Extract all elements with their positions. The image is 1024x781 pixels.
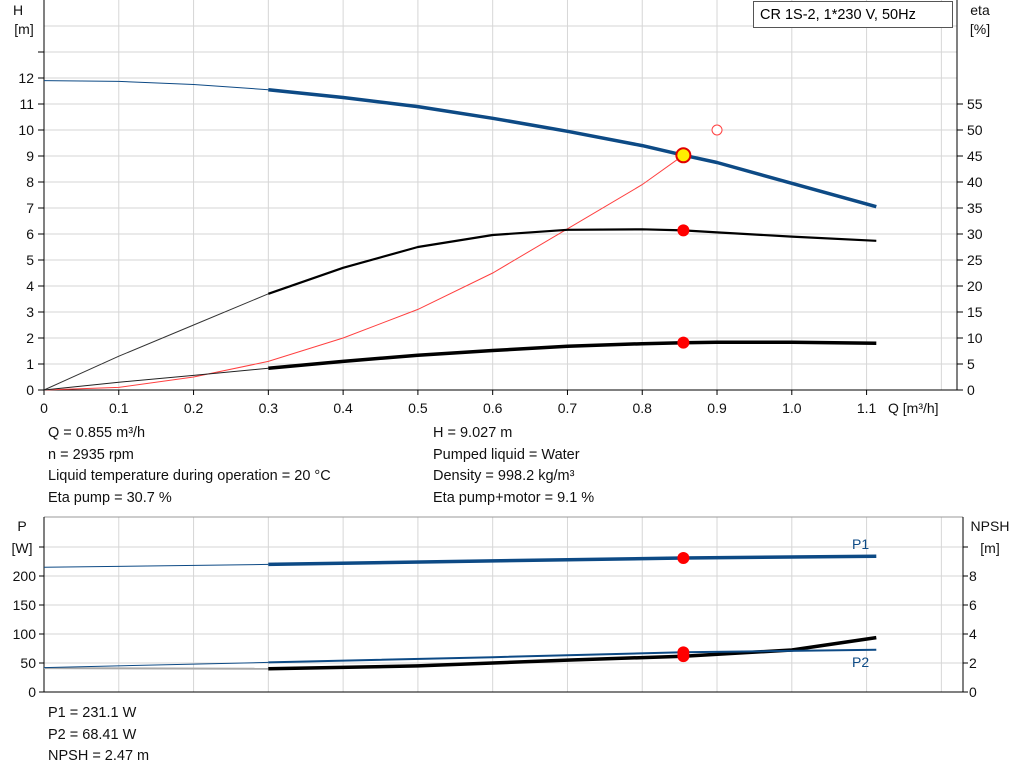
y-tick-label: 0 <box>26 382 34 398</box>
eta-pump-duty-marker <box>677 224 690 237</box>
p1-series-label: P1 <box>852 536 869 552</box>
info-npsh: NPSH = 2.47 m <box>48 748 150 764</box>
info-top-right: H = 9.027 m Pumped liquid = Water Densit… <box>433 423 594 509</box>
y2-axis-label: NPSH <box>971 518 1010 534</box>
y-tick-label: 8 <box>26 174 34 190</box>
y-tick-label: 6 <box>26 226 34 242</box>
y-axis-label: P <box>17 518 26 534</box>
y-tick-label: 0 <box>28 684 36 700</box>
x-axis-label: Q [m³/h] <box>888 400 939 416</box>
info-eta-pump-motor: Eta pump+motor = 9.1 % <box>433 489 595 506</box>
p1-curve-line <box>268 554 877 567</box>
system-curve <box>43 154 684 391</box>
y2-tick-label: 0 <box>969 684 977 700</box>
y-tick-label: 5 <box>26 252 34 268</box>
y2-tick-label: 4 <box>969 626 977 642</box>
y2-tick-label: 2 <box>969 655 977 671</box>
y2-tick-label: 25 <box>967 252 983 268</box>
eta-pump-motor-duty-marker <box>677 336 690 349</box>
y-tick-label: 100 <box>13 626 37 642</box>
y-axis-unit: [W] <box>12 540 33 556</box>
info-temp: Liquid temperature during operation = 20… <box>48 468 331 484</box>
x-tick-label: 0.3 <box>259 400 279 416</box>
x-tick-label: 0.5 <box>408 400 428 416</box>
chart-title: CR 1S-2, 1*230 V, 50Hz <box>753 1 953 28</box>
x-tick-label: 0.7 <box>558 400 578 416</box>
p2-curve-thin <box>43 661 269 669</box>
head-curve-thin <box>43 80 269 91</box>
y2-axis-label: eta <box>970 2 990 18</box>
y2-tick-label: 35 <box>967 200 983 216</box>
x-tick-label: 0.4 <box>333 400 353 416</box>
eta-pump-motor-curve-thin <box>43 367 269 391</box>
y2-axis-unit: [m] <box>980 540 999 556</box>
info-p2: P2 = 68.41 W <box>48 726 137 743</box>
info-liquid: Pumped liquid = Water <box>433 446 580 463</box>
p1-duty-marker <box>677 551 690 564</box>
y2-tick-label: 0 <box>967 382 975 398</box>
x-tick-label: 0.1 <box>109 400 129 416</box>
info-density: Density = 998.2 kg/m³ <box>433 468 575 484</box>
info-q: Q = 0.855 m³/h <box>48 425 146 441</box>
info-top-left: Q = 0.855 m³/h n = 2935 rpm Liquid tempe… <box>48 423 331 509</box>
y2-tick-label: 20 <box>967 278 983 294</box>
y2-tick-label: 50 <box>967 122 983 138</box>
y-tick-label: 12 <box>18 70 34 86</box>
x-tick-label: 0.2 <box>184 400 204 416</box>
y2-tick-label: 10 <box>967 330 983 346</box>
info-eta-pump: Eta pump = 30.7 % <box>48 489 172 506</box>
eta-pump-motor-curve-line <box>268 340 877 370</box>
p1-curve-thin <box>43 563 269 568</box>
y2-tick-label: 55 <box>967 96 983 112</box>
y-tick-label: 200 <box>13 568 37 584</box>
x-tick-label: 0.8 <box>633 400 653 416</box>
x-tick-label: 0 <box>40 400 48 416</box>
y2-tick-label: 40 <box>967 174 983 190</box>
x-tick-label: 0.9 <box>707 400 727 416</box>
head-curve-line <box>268 87 877 209</box>
info-h: H = 9.027 m <box>433 425 513 441</box>
requested-point-marker <box>711 124 723 136</box>
y-tick-label: 150 <box>13 597 37 613</box>
info-p1: P1 = 231.1 W <box>48 705 137 721</box>
info-n: n = 2935 rpm <box>48 446 134 463</box>
npsh-curve-line <box>268 635 877 671</box>
y-tick-label: 10 <box>18 122 34 138</box>
y-axis-unit: [m] <box>14 21 33 37</box>
npsh-duty-marker <box>677 650 690 663</box>
y-tick-label: 2 <box>26 330 34 346</box>
y2-tick-label: 5 <box>967 356 975 372</box>
eta-pump-curve-thin <box>43 293 269 391</box>
y-tick-label: 4 <box>26 278 34 294</box>
npsh-curve-thin <box>43 667 269 670</box>
x-tick-label: 0.6 <box>483 400 503 416</box>
duty-point-marker <box>675 147 692 164</box>
eta-pump-curve-line <box>267 228 877 295</box>
y2-tick-label: 8 <box>969 568 977 584</box>
x-tick-label: 1.1 <box>857 400 877 416</box>
y-tick-label: 7 <box>26 200 34 216</box>
info-bottom: P1 = 231.1 W P2 = 68.41 W NPSH = 2.47 m <box>48 703 149 768</box>
y-axis-label: H <box>13 2 23 18</box>
y-tick-label: 3 <box>26 304 34 320</box>
y-tick-label: 1 <box>26 356 34 372</box>
y2-tick-label: 15 <box>967 304 983 320</box>
y-tick-label: 50 <box>20 655 36 671</box>
y2-tick-label: 45 <box>967 148 983 164</box>
y-tick-label: 9 <box>26 148 34 164</box>
p2-curve-line <box>268 648 877 664</box>
y2-axis-unit: [%] <box>970 21 990 37</box>
x-tick-label: 1.0 <box>782 400 802 416</box>
p2-series-label: P2 <box>852 654 869 670</box>
y2-tick-label: 6 <box>969 597 977 613</box>
y-tick-label: 11 <box>19 96 34 112</box>
y2-tick-label: 30 <box>967 226 983 242</box>
